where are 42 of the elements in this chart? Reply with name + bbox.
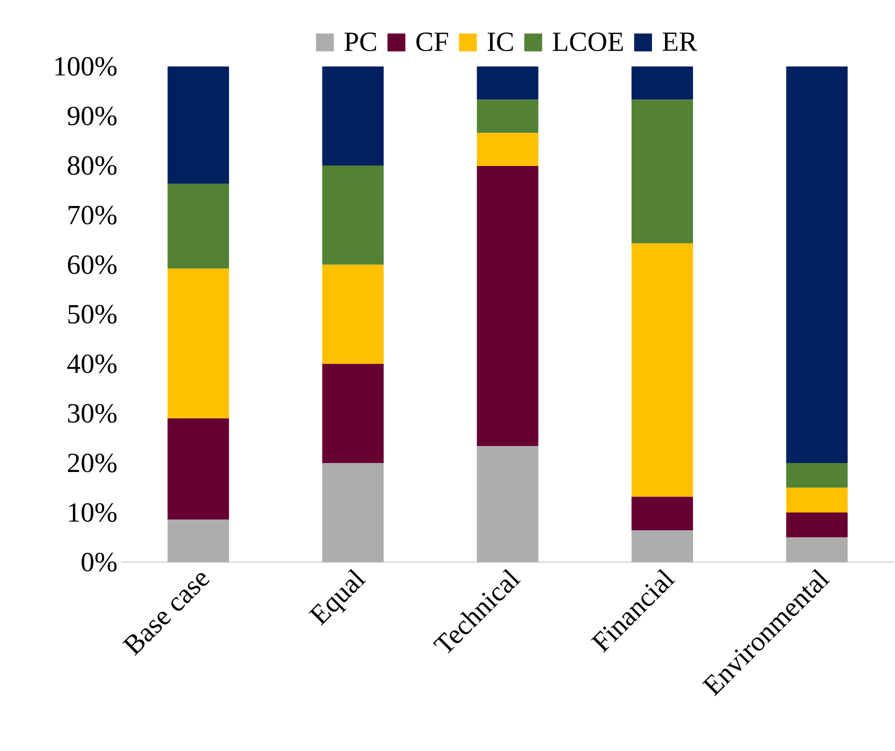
bar (632, 496, 693, 530)
bar (168, 184, 230, 268)
bar (168, 268, 230, 418)
bar (786, 488, 848, 512)
y-tick-label: 70% (68, 206, 117, 224)
x-tick-label: Base case (122, 572, 210, 656)
bar (632, 99, 693, 244)
bar (322, 264, 384, 364)
bar (786, 537, 848, 562)
legend-label: CF (416, 32, 448, 51)
bar (322, 364, 384, 463)
bar (322, 462, 384, 562)
bar (322, 165, 384, 264)
y-tick-label: 40% (67, 354, 117, 373)
bar (476, 66, 538, 100)
bar (322, 66, 384, 166)
legend-label: IC (488, 32, 513, 51)
bar (476, 446, 538, 562)
legend-label: LCOE (552, 32, 623, 51)
y-tick-label: 50% (68, 304, 117, 324)
legend-label: PC (344, 32, 376, 51)
bar (168, 519, 230, 562)
bar (786, 462, 848, 488)
y-tick-label: 10% (69, 502, 117, 522)
y-tick-label: 60% (68, 255, 117, 274)
y-tick-label: 80% (68, 156, 117, 175)
bar (786, 66, 848, 463)
bar (476, 99, 538, 133)
bar (632, 530, 693, 562)
y-tick-label: 90% (68, 106, 117, 126)
y-tick-label: 20% (68, 453, 117, 472)
bar (476, 132, 538, 166)
bar (476, 166, 538, 446)
bar (168, 418, 230, 520)
bar (632, 66, 693, 100)
y-tick-label: 100% (55, 56, 117, 76)
y-tick-label: 30% (68, 404, 117, 423)
bar (632, 243, 693, 496)
y-tick-label: 0% (82, 552, 117, 572)
bar (786, 512, 848, 538)
legend-label: ER (662, 32, 698, 51)
bar (168, 66, 230, 184)
